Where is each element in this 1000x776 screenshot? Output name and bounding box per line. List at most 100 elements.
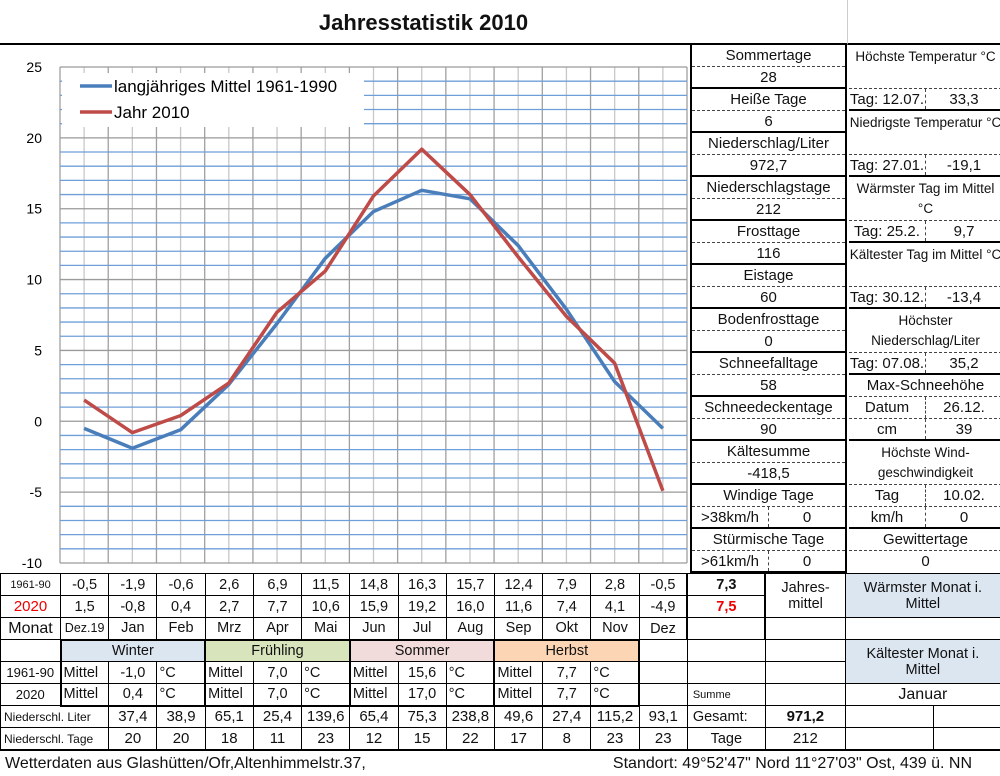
extreme-warmDay-value: Tag: 25.2.9,7 bbox=[849, 221, 1000, 243]
stat-value: 58 bbox=[760, 377, 777, 394]
stat-boden-label: Bodenfrosttage bbox=[692, 309, 845, 331]
days-value: 18 bbox=[205, 728, 253, 750]
rain-value: 65,4 bbox=[350, 706, 398, 728]
stat-kaelte-value: -418,5 bbox=[692, 463, 845, 485]
days-row-label: Niederschl. Tage bbox=[1, 728, 109, 750]
ref-value: -0,5 bbox=[639, 574, 687, 596]
ref-value: 16,3 bbox=[398, 574, 446, 596]
snow-date: 26.12. bbox=[926, 397, 1000, 418]
y-tick-label: -10 bbox=[22, 555, 42, 571]
legend-label: langjähriges Mittel 1961-1990 bbox=[114, 77, 337, 96]
month-label: Feb bbox=[157, 618, 205, 640]
rain-value: 37,4 bbox=[109, 706, 157, 728]
row-label-ref: 1961-90 bbox=[1, 662, 61, 684]
season-value: 17,0 bbox=[398, 684, 446, 706]
empty-cell bbox=[687, 662, 765, 684]
extreme-coldDay-label: Kältester Tag im Mittel °C bbox=[849, 243, 1000, 287]
stat-value: 6 bbox=[764, 113, 772, 130]
days-value: 22 bbox=[446, 728, 494, 750]
year-value: -0,8 bbox=[109, 596, 157, 618]
row-label-month: Monat bbox=[1, 618, 61, 640]
y-tick-label: 0 bbox=[34, 413, 42, 429]
season-unit: °C bbox=[302, 684, 350, 706]
y-tick-label: 10 bbox=[26, 272, 42, 288]
snow-value: 39 bbox=[926, 419, 1000, 439]
stat-sturm-label: Stürmische Tage bbox=[692, 529, 845, 551]
month-label: Okt bbox=[543, 618, 591, 640]
rain-value: 139,6 bbox=[302, 706, 350, 728]
cold-month-value: Januar bbox=[845, 684, 1000, 706]
wind-day-label: Tag bbox=[849, 485, 926, 506]
extreme-maxRain-label: Höchster Niederschlag/Liter bbox=[849, 309, 1000, 353]
warm-month-label: Wärmster Monat i. Mittel bbox=[845, 574, 1000, 618]
empty-cell bbox=[765, 684, 845, 706]
month-label: Jan bbox=[109, 618, 157, 640]
rain-value: 49,6 bbox=[494, 706, 542, 728]
stat-label: Niederschlagstage bbox=[706, 179, 830, 196]
rain-value: 65,1 bbox=[205, 706, 253, 728]
ref-value: 15,7 bbox=[446, 574, 494, 596]
ref-value: 11,5 bbox=[302, 574, 350, 596]
empty-cell bbox=[639, 662, 687, 684]
stat-frost-label: Frosttage bbox=[692, 221, 845, 243]
footer-coordinates: Standort: 49°52'47" Nord 11°27'03" Ost, … bbox=[613, 751, 972, 776]
empty-cell bbox=[765, 640, 845, 662]
days-value: 15 bbox=[398, 728, 446, 750]
days-value: 20 bbox=[109, 728, 157, 750]
title-side-cell bbox=[847, 0, 1000, 45]
stat-label: Schneefalltage bbox=[719, 355, 818, 372]
snow-label: Max-Schneehöhe bbox=[867, 377, 985, 394]
rain-value: 75,3 bbox=[398, 706, 446, 728]
season-mittel-label: Mittel bbox=[205, 662, 253, 684]
y-tick-label: 5 bbox=[34, 342, 42, 358]
season-value: 7,0 bbox=[253, 684, 301, 706]
stat-value: 0 bbox=[769, 551, 845, 571]
snow-unit: cm bbox=[849, 419, 926, 439]
stat-value: 212 bbox=[756, 201, 781, 218]
stat-schneedecke-value: 90 bbox=[692, 419, 845, 441]
year-value: 7,7 bbox=[253, 596, 301, 618]
y-tick-label: -5 bbox=[30, 484, 43, 500]
season-mittel-label: Mittel bbox=[494, 684, 542, 706]
sum-label: Summe bbox=[687, 684, 765, 706]
thunder-value: 0 bbox=[849, 551, 1000, 573]
wind-value: 0 bbox=[926, 507, 1000, 527]
wind-unit: km/h bbox=[849, 507, 926, 527]
year-value: 4,1 bbox=[591, 596, 639, 618]
days-value: 8 bbox=[543, 728, 591, 750]
stat-value: 90 bbox=[760, 421, 777, 438]
stat-label: Eistage bbox=[743, 267, 793, 284]
season-header: Frühling bbox=[205, 640, 350, 662]
season-mittel-label: Mittel bbox=[61, 684, 109, 706]
stat-label: Sommertage bbox=[726, 47, 812, 64]
month-label: Dez bbox=[639, 618, 687, 640]
season-header: Sommer bbox=[350, 640, 495, 662]
stat-nieder-label: Niederschlag/Liter bbox=[692, 133, 845, 155]
stat-value: 116 bbox=[757, 245, 781, 262]
footer: Wetterdaten aus Glashütten/Ofr,Altenhimm… bbox=[0, 750, 1000, 775]
stat-label: Kältesumme bbox=[727, 443, 810, 460]
month-label: Aug bbox=[446, 618, 494, 640]
extreme-label: Höchste Temperatur °C bbox=[855, 49, 995, 64]
empty-cell bbox=[687, 618, 765, 640]
wind-day: 10.02. bbox=[926, 485, 1000, 506]
season-value: -1,0 bbox=[109, 662, 157, 684]
stat-label: Bodenfrosttage bbox=[718, 311, 820, 328]
rain-value: 38,9 bbox=[157, 706, 205, 728]
season-value: 0,4 bbox=[109, 684, 157, 706]
season-value: 7,0 bbox=[253, 662, 301, 684]
ref-value: -0,6 bbox=[157, 574, 205, 596]
extreme-label: Wärmster Tag im Mittel °C bbox=[857, 181, 995, 216]
empty-cell bbox=[1, 640, 61, 662]
year-value: 11,6 bbox=[494, 596, 542, 618]
row-label-year: 2020 bbox=[1, 596, 61, 618]
extreme-maxT-value: Tag: 12.07.33,3 bbox=[849, 89, 1000, 111]
stat-kaelte-label: Kältesumme bbox=[692, 441, 845, 463]
stat-threshold: >61km/h bbox=[692, 551, 769, 571]
